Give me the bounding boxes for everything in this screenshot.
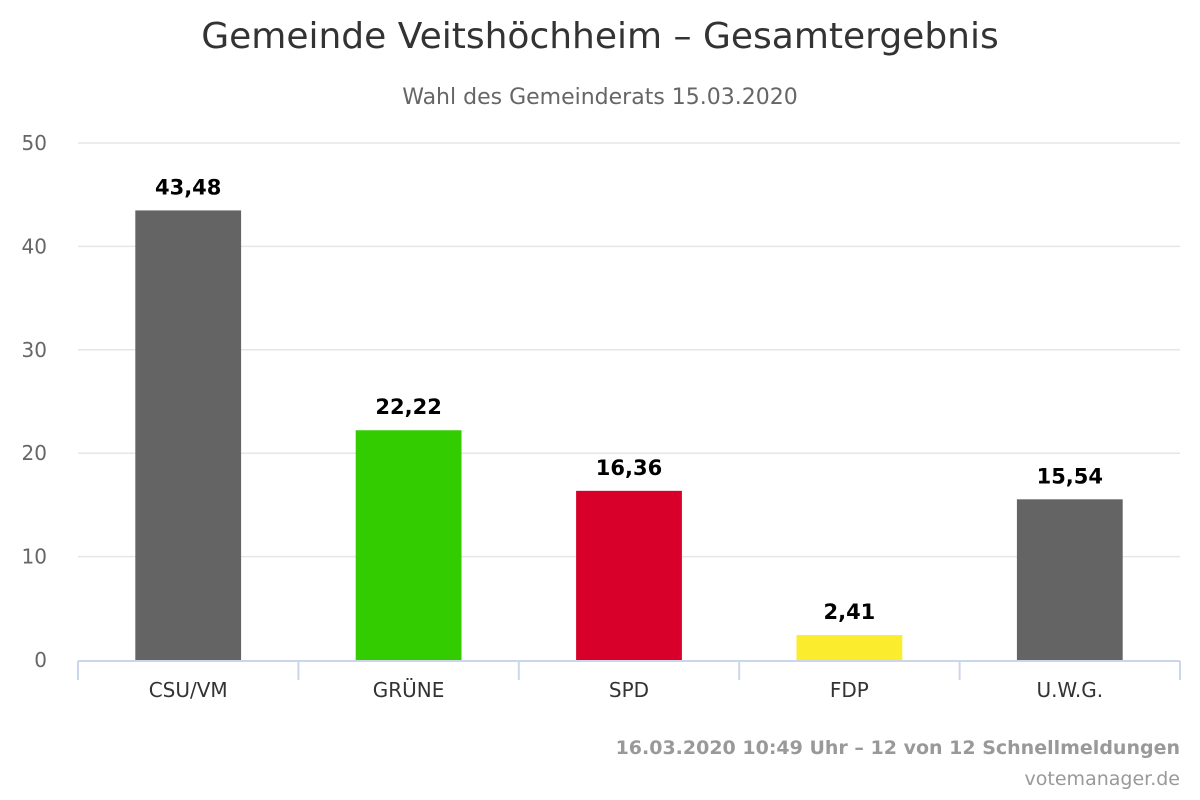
y-tick-label: 20 xyxy=(22,441,47,465)
chart-subtitle: Wahl des Gemeinderats 15.03.2020 xyxy=(402,85,798,110)
bar-u-w-g xyxy=(1016,499,1123,660)
chart-title: Gemeinde Veitshöchheim – Gesamtergebnis xyxy=(201,16,999,57)
footer-status: 16.03.2020 10:49 Uhr – 12 von 12 Schnell… xyxy=(615,737,1180,759)
y-tick-label: 10 xyxy=(22,545,47,569)
y-tick-label: 0 xyxy=(34,648,47,672)
x-tick-label: CSU/VM xyxy=(149,678,228,702)
y-tick-label: 50 xyxy=(22,131,47,155)
data-label: 16,36 xyxy=(596,456,662,480)
data-labels: 43,48 22,22 16,36 2,41 15,54 xyxy=(155,175,1103,624)
y-axis-ticks: 0 10 20 30 40 50 xyxy=(22,131,47,672)
grid-lines xyxy=(78,142,1180,558)
data-label: 22,22 xyxy=(375,395,441,419)
x-tick-label: U.W.G. xyxy=(1036,678,1103,702)
data-label: 15,54 xyxy=(1037,464,1103,488)
data-label: 2,41 xyxy=(823,600,875,624)
bar-fdp xyxy=(796,635,903,660)
x-tick-label: FDP xyxy=(830,678,869,702)
footer-source: votemanager.de xyxy=(1024,768,1180,790)
bar-chart: Gemeinde Veitshöchheim – Gesamtergebnis … xyxy=(22,16,1181,702)
y-tick-label: 40 xyxy=(22,234,47,258)
x-axis: CSU/VM GRÜNE SPD FDP U.W.G. xyxy=(77,660,1181,702)
x-tick-label: GRÜNE xyxy=(373,678,445,702)
bars xyxy=(135,210,1123,660)
bar-spd xyxy=(576,490,682,660)
bar-csu-vm xyxy=(135,210,242,660)
data-label: 43,48 xyxy=(155,175,221,199)
bar-gr-ne xyxy=(355,430,462,660)
x-tick-label: SPD xyxy=(609,678,649,702)
y-tick-label: 30 xyxy=(22,338,47,362)
